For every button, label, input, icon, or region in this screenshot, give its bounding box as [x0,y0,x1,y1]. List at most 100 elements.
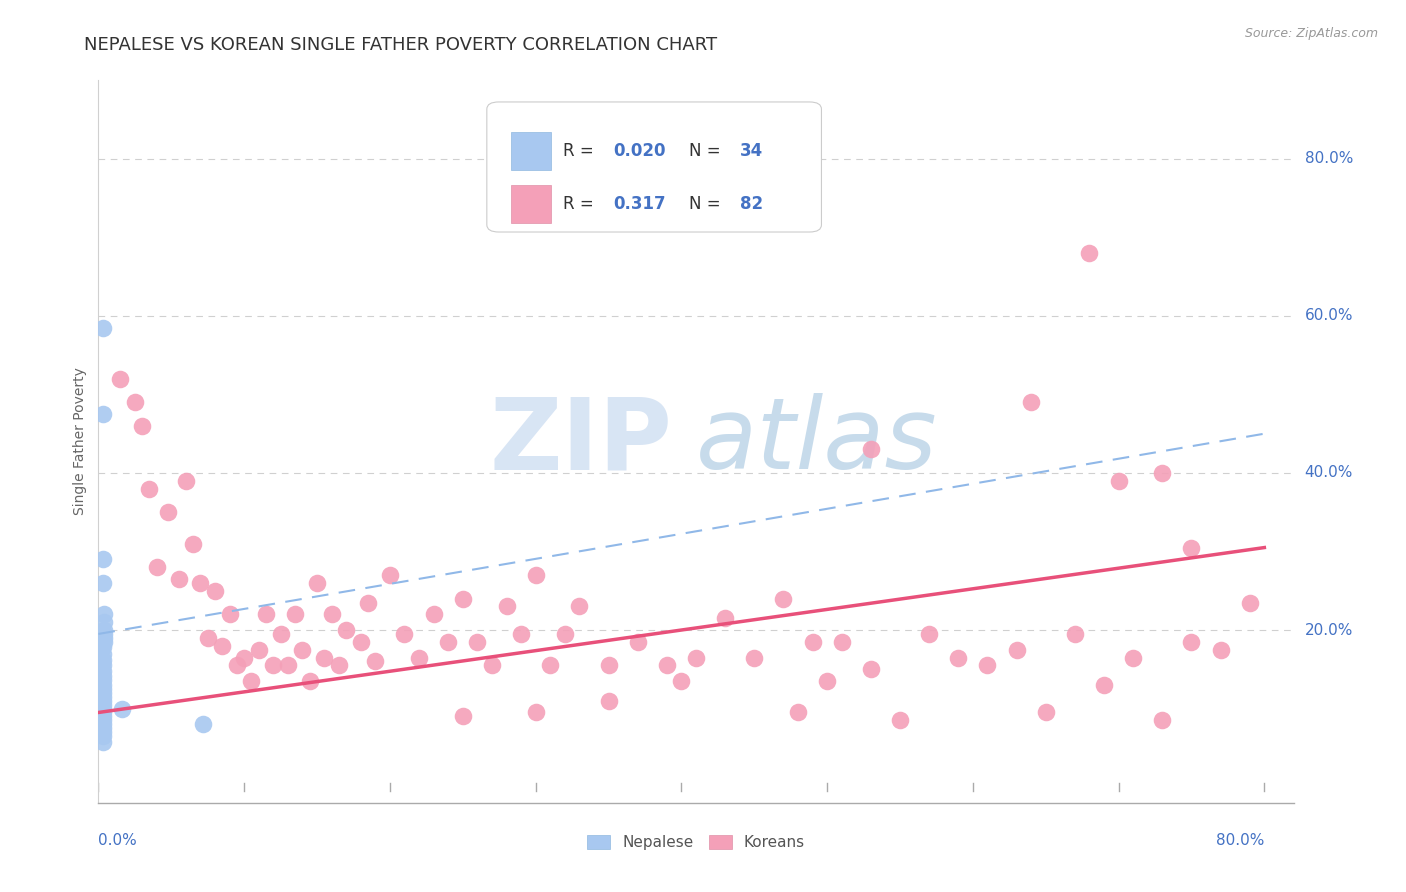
Point [568,599,591,614]
Point [197,631,219,645]
Point [138,482,160,496]
Point [1019,395,1042,409]
Point [91,653,114,667]
FancyBboxPatch shape [510,132,551,169]
Point [93,607,115,622]
Text: 0.317: 0.317 [613,195,666,213]
Point [357,595,380,609]
Point [157,505,180,519]
Point [91,678,114,692]
Point [467,635,489,649]
Point [1152,466,1174,480]
Point [481,658,503,673]
Point [93,631,115,645]
Point [859,662,882,676]
Point [91,575,114,590]
Point [91,714,114,728]
Point [1108,474,1130,488]
Point [91,734,114,748]
Text: 80.0%: 80.0% [1216,833,1264,848]
Point [240,674,263,689]
Point [422,607,444,622]
Point [91,552,114,566]
Point [174,474,197,488]
Point [685,650,707,665]
Point [451,591,474,606]
Point [284,607,307,622]
Point [91,640,114,655]
Point [91,701,114,715]
Point [671,674,693,689]
Point [167,572,190,586]
Point [451,709,474,723]
Point [815,674,838,689]
Point [408,650,430,665]
Text: 0.0%: 0.0% [98,833,138,848]
Y-axis label: Single Father Poverty: Single Father Poverty [73,368,87,516]
Text: 20.0%: 20.0% [1305,623,1353,638]
Point [889,714,911,728]
Point [364,655,387,669]
Point [91,320,114,334]
Point [510,627,533,641]
Point [1078,246,1101,260]
Point [538,658,561,673]
Point [1035,706,1057,720]
Point [321,607,343,622]
Point [1005,642,1028,657]
Point [247,642,270,657]
FancyBboxPatch shape [510,186,551,223]
Text: R =: R = [564,195,595,213]
Point [495,599,517,614]
Point [1152,714,1174,728]
Text: 82: 82 [740,195,763,213]
Point [948,650,970,665]
Text: atlas: atlas [696,393,938,490]
Text: 60.0%: 60.0% [1305,309,1353,324]
Text: 40.0%: 40.0% [1305,466,1353,481]
Point [190,575,212,590]
Point [277,658,299,673]
Point [1180,541,1202,555]
Text: 80.0%: 80.0% [1305,152,1353,166]
Point [298,674,321,689]
Text: NEPALESE VS KOREAN SINGLE FATHER POVERTY CORRELATION CHART: NEPALESE VS KOREAN SINGLE FATHER POVERTY… [84,36,717,54]
Point [262,658,284,673]
Point [211,639,233,653]
Point [233,650,256,665]
Point [598,694,620,708]
Point [93,623,115,637]
Point [350,635,373,649]
Point [91,694,114,708]
Point [91,709,114,723]
Point [91,407,114,421]
Point [976,658,998,673]
Point [91,673,114,688]
Point [598,658,620,673]
Point [714,611,737,625]
Point [270,627,292,641]
Point [918,627,941,641]
Point [124,395,146,409]
Point [91,664,114,678]
Point [524,706,547,720]
Text: ZIP: ZIP [489,393,672,490]
Point [110,372,132,386]
Point [1122,650,1144,665]
Point [91,729,114,743]
Point [378,568,401,582]
Point [305,575,328,590]
Point [131,418,153,433]
Text: N =: N = [689,195,720,213]
Point [335,623,357,637]
Point [801,635,824,649]
FancyBboxPatch shape [486,102,821,232]
Point [91,658,114,673]
Point [218,607,240,622]
Point [93,635,115,649]
Point [204,583,226,598]
Point [91,647,114,661]
Point [145,560,167,574]
Point [91,721,114,735]
Text: R =: R = [564,142,595,160]
